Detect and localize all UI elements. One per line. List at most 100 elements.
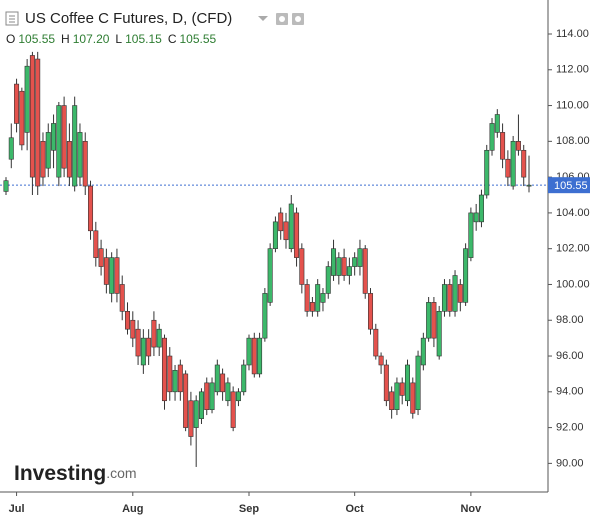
eye-pupil	[279, 16, 285, 22]
candle-body	[88, 185, 94, 232]
candle-body	[505, 158, 511, 178]
ohlc-value: 105.15	[125, 32, 162, 46]
candle-body	[389, 391, 395, 411]
candle-body	[468, 212, 474, 258]
candle-body	[415, 355, 421, 411]
candle-body	[45, 132, 51, 169]
candle-body	[526, 184, 532, 187]
watermark: Investing.com	[14, 462, 137, 485]
dropdown-arrow[interactable]	[258, 16, 268, 21]
candle-body	[19, 90, 25, 146]
y-tick-label: 110.00	[556, 99, 589, 111]
candle-body	[441, 284, 447, 312]
candle-body	[77, 132, 83, 178]
candle-body	[3, 180, 9, 192]
candle-body	[161, 337, 167, 402]
candle-body	[294, 212, 300, 258]
candle-body	[66, 141, 72, 178]
candle-body	[357, 248, 363, 267]
candle-body	[373, 328, 379, 357]
candle-body	[325, 266, 331, 294]
ohlc-header: O 105.55 H 107.20 L 105.15 C 105.55	[6, 32, 217, 46]
candle-body	[235, 391, 241, 402]
candle-body	[125, 311, 131, 330]
candle-body	[521, 149, 527, 178]
y-tick-label: 114.00	[556, 28, 589, 40]
candle-body	[29, 55, 35, 178]
ohlc-line: O 105.55 H 107.20 L 105.15 C 105.55	[6, 32, 217, 46]
candle-body	[251, 337, 257, 375]
candle-body	[399, 382, 405, 396]
candle-body	[56, 105, 62, 178]
candle-body	[119, 284, 125, 312]
ohlc-key: C	[168, 32, 177, 46]
candle-body	[93, 230, 99, 258]
candle-body	[61, 105, 67, 169]
candle-body	[426, 302, 432, 339]
candle-body	[109, 257, 115, 294]
y-tick-label: 108.00	[556, 135, 590, 147]
candle-body	[457, 284, 463, 303]
candle-body	[214, 364, 220, 393]
candle-body	[114, 257, 120, 294]
candle-body	[304, 284, 310, 312]
candle-body	[288, 203, 294, 249]
candle-body	[368, 293, 374, 330]
x-tick-label: Sep	[239, 503, 259, 515]
ohlc-value: 105.55	[179, 32, 216, 46]
candle-body	[198, 391, 204, 419]
candle-body	[262, 293, 268, 339]
candle-body	[167, 355, 173, 393]
candle-body	[484, 149, 490, 196]
candle-body	[98, 248, 104, 267]
y-tick-label: 112.00	[556, 64, 589, 76]
candle-body	[404, 364, 410, 402]
y-tick-label: 92.00	[556, 421, 584, 433]
candle-body	[193, 400, 199, 428]
candle-body	[278, 212, 284, 232]
x-tick-label: Aug	[122, 503, 143, 515]
candle-body	[320, 293, 326, 303]
y-tick-label: 102.00	[556, 243, 590, 255]
candle-body	[331, 248, 337, 276]
chart-title: US Coffee C Futures, D, (CFD)	[25, 10, 232, 27]
candle-body	[8, 137, 14, 160]
candle-body	[177, 364, 183, 393]
candle-body	[82, 141, 88, 187]
candle-body	[130, 319, 136, 339]
candle-body	[352, 257, 358, 267]
candle-body	[140, 337, 146, 366]
candle-body	[246, 337, 252, 366]
candle-body	[494, 114, 500, 133]
candle-body	[452, 275, 458, 312]
candle-body	[362, 248, 368, 294]
candle-body	[188, 400, 194, 437]
last-price-label: 105.55	[554, 180, 588, 192]
last-price-tag	[548, 177, 590, 194]
candle-body	[431, 302, 437, 339]
candle-body	[341, 257, 347, 276]
candle-body	[410, 382, 416, 414]
candle-body	[272, 221, 278, 249]
ohlc-key: L	[115, 32, 122, 46]
watermark-brand: Investing	[14, 462, 106, 485]
candle-body	[315, 284, 321, 312]
candle-body	[473, 212, 479, 223]
gear	[295, 16, 301, 22]
watermark-suffix: .com	[106, 465, 136, 481]
candle-body	[267, 248, 273, 303]
candle-body	[51, 123, 57, 151]
candle-body	[220, 373, 226, 393]
candle-body	[394, 382, 400, 411]
candle-body	[156, 328, 162, 348]
candle-body	[24, 65, 30, 133]
candle-body	[151, 319, 157, 348]
candle-body	[299, 248, 305, 285]
candle-body	[478, 194, 484, 223]
y-tick-label: 104.00	[556, 207, 590, 219]
y-tick-label: 100.00	[556, 278, 590, 290]
y-tick-label: 98.00	[556, 314, 584, 326]
